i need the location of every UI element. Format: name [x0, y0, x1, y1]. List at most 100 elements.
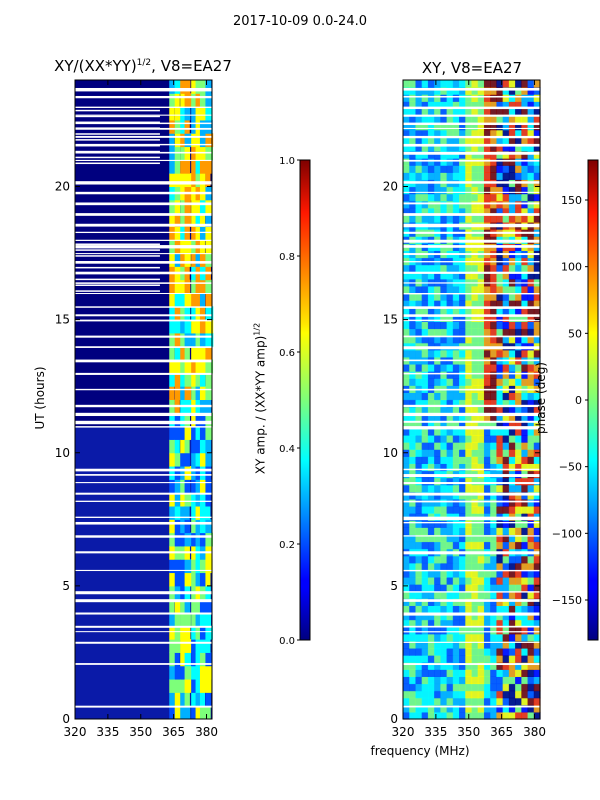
amp-flag-gap — [75, 516, 212, 518]
amp-heat-cell — [191, 532, 199, 547]
phase-heat-cell — [502, 541, 510, 550]
phase-heat-cell — [496, 371, 504, 379]
phase-heat-cell — [459, 491, 466, 500]
phase-heat-cell — [403, 371, 410, 379]
phase-heat-cell — [446, 94, 454, 102]
phase-heat-cell — [415, 619, 423, 628]
amp-heat-cell — [191, 173, 197, 187]
phase-heat-cell — [403, 378, 410, 386]
phase-heat-cell — [459, 80, 466, 88]
phase-heat-cell — [533, 704, 541, 713]
amp-heat-cell — [205, 159, 213, 174]
phase-heat-cell — [465, 214, 473, 223]
phase-heat-cell — [421, 605, 429, 614]
phase-heat-cell — [446, 207, 454, 216]
phase-heat-cell — [415, 562, 423, 571]
phase-heat-cell — [415, 442, 423, 450]
phase-heat-cell — [533, 506, 541, 514]
phase-heat-cell — [533, 591, 541, 599]
phase-heat-cell — [465, 534, 473, 543]
phase-heat-cell — [459, 420, 466, 429]
phase-heat-cell — [409, 669, 417, 677]
phase-heat-cell — [446, 498, 454, 507]
phase-heat-cell — [409, 314, 417, 322]
phase-heat-cell — [452, 612, 460, 621]
phase-heat-cell — [496, 584, 504, 592]
phase-heat-cell — [477, 463, 485, 472]
amp-flag-gap — [75, 162, 160, 165]
phase-heat-cell — [490, 697, 498, 706]
phase-heat-cell — [477, 633, 485, 642]
amp-heat-cell — [199, 279, 207, 294]
phase-heat-cell — [452, 420, 460, 429]
amp-heat-cell — [191, 386, 199, 400]
phase-heat-cell — [459, 115, 466, 124]
phase-colorbar — [587, 159, 599, 641]
phase-heat-cell — [477, 94, 485, 102]
phase-heat-cell — [434, 143, 441, 152]
phase-heat-cell — [483, 420, 491, 429]
phase-heat-cell — [446, 619, 454, 628]
phase-heat-cell — [490, 683, 498, 692]
phase-heat-cell — [483, 449, 491, 457]
phase-flag-gap — [403, 191, 540, 193]
phase-heat-cell — [421, 655, 429, 663]
amp-flag-gap — [75, 87, 212, 92]
phase-heat-cell — [496, 94, 504, 102]
phase-heat-cell — [434, 676, 441, 685]
phase-heat-cell — [490, 328, 498, 337]
amp-heat-cell — [195, 253, 202, 267]
amp-heat-cell — [184, 439, 190, 454]
phase-heat-cell — [533, 562, 541, 571]
phase-heat-cell — [502, 101, 510, 109]
amp-heat-cell — [199, 519, 207, 534]
phase-heat-cell — [434, 704, 441, 713]
amp-heat-cell — [180, 253, 188, 267]
phase-heat-cell — [508, 335, 516, 344]
phase-flag-gap — [403, 599, 540, 602]
phase-heat-cell — [521, 406, 529, 415]
phase-heat-cell — [440, 626, 448, 635]
phase-heat-cell — [427, 569, 435, 578]
amp-heat-cell — [169, 479, 176, 494]
amp-heat-cell — [169, 253, 176, 267]
amp-heat-cell — [169, 679, 176, 693]
phase-heat-cell — [471, 406, 479, 415]
phase-heat-cell — [527, 293, 535, 301]
phase-heat-cell — [483, 151, 491, 159]
phase-heat-cell — [490, 335, 498, 344]
phase-heat-cell — [440, 704, 448, 713]
phase-heat-cell — [471, 633, 479, 642]
phase-heat-cell — [403, 683, 410, 692]
phase-heat-cell — [508, 307, 516, 315]
amp-heat-cell — [180, 133, 189, 148]
phase-heat-cell — [459, 456, 466, 464]
phase-heat-cell — [409, 285, 417, 294]
phase-heat-cell — [521, 378, 529, 386]
phase-heat-cell — [403, 143, 410, 152]
phase-heat-cell — [415, 136, 423, 145]
phase-heat-cell — [427, 605, 435, 614]
phase-heat-cell — [477, 87, 485, 95]
phase-heat-cell — [465, 427, 473, 436]
amp-heat-cell — [199, 479, 208, 494]
phase-heat-cell — [496, 122, 504, 131]
phase-heat-cell — [440, 669, 448, 677]
phase-heat-cell — [502, 669, 510, 677]
amp-flag-gap — [75, 663, 212, 665]
phase-heat-cell — [508, 449, 516, 457]
phase-heat-cell — [403, 314, 410, 322]
phase-heat-cell — [533, 314, 541, 322]
amp-heat-cell — [169, 466, 176, 480]
phase-heat-cell — [446, 349, 454, 358]
phase-heat-cell — [427, 136, 435, 145]
phase-heat-cell — [409, 612, 417, 621]
phase-heat-cell — [415, 527, 423, 535]
amp-flag-gap — [75, 231, 212, 234]
phase-heat-cell — [483, 648, 491, 656]
amp-heat-cell — [205, 226, 213, 241]
phase-heat-cell — [508, 520, 516, 528]
phase-heat-cell — [533, 427, 541, 436]
phase-heat-cell — [446, 364, 454, 372]
amp-heat-cell — [180, 559, 186, 574]
